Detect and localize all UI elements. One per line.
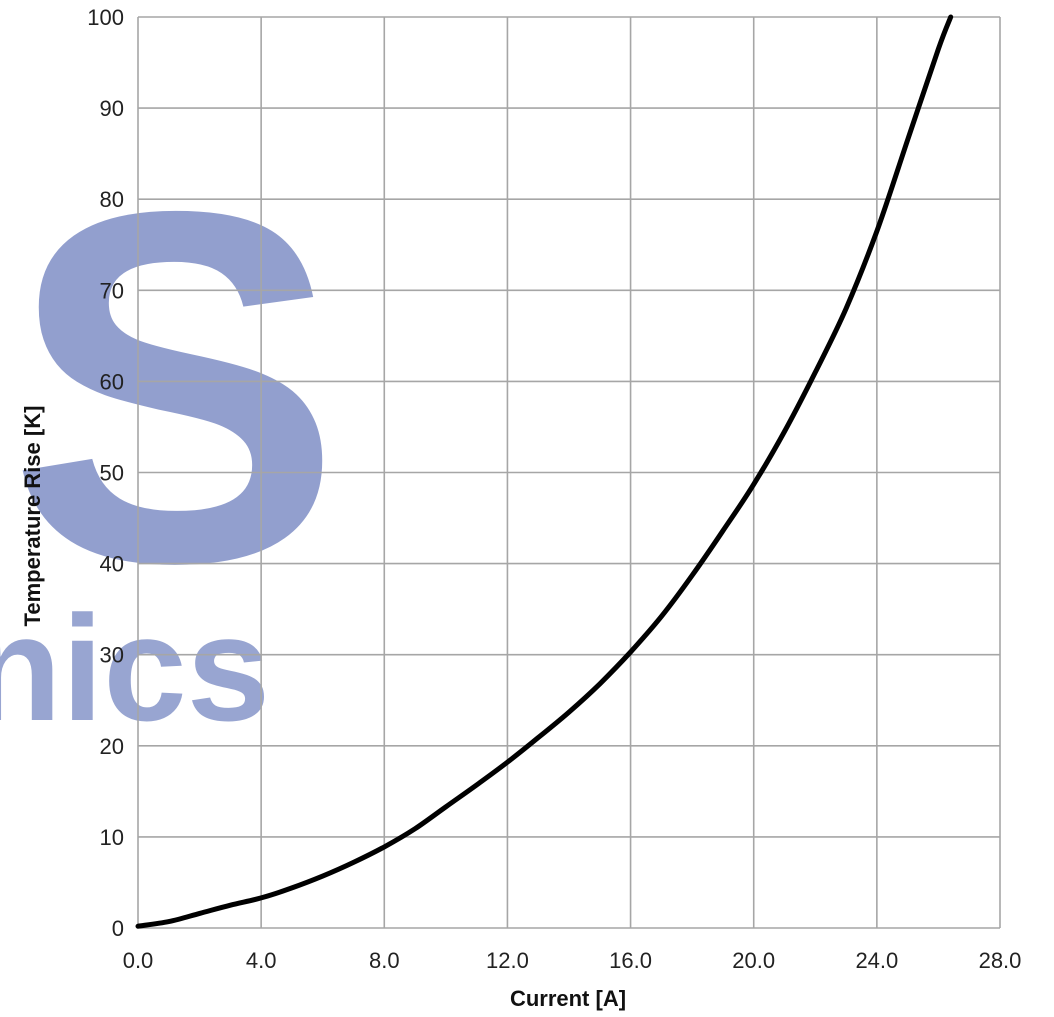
y-axis-ticks: 0 10 20 30 40 50 60 70 80 90 100 [87, 5, 124, 941]
x-axis-ticks: 0.0 4.0 8.0 12.0 16.0 20.0 24.0 28.0 [123, 948, 1022, 973]
x-tick-label: 0.0 [123, 948, 154, 973]
y-tick-label: 60 [100, 369, 124, 394]
x-tick-label: 28.0 [979, 948, 1022, 973]
series-line [135, 14, 954, 929]
x-tick-label: 20.0 [732, 948, 775, 973]
x-tick-label: 8.0 [369, 948, 400, 973]
y-tick-label: 0 [112, 916, 124, 941]
y-axis-title: Temperature Rise [K] [20, 406, 45, 627]
y-tick-label: 80 [100, 187, 124, 212]
y-tick-label: 20 [100, 734, 124, 759]
y-tick-label: 100 [87, 5, 124, 30]
watermark-letter: S [8, 107, 342, 666]
watermark-word: nics [0, 584, 270, 752]
x-tick-label: 4.0 [246, 948, 277, 973]
y-tick-label: 40 [100, 552, 124, 577]
watermark: S nics [0, 107, 342, 752]
x-tick-label: 24.0 [855, 948, 898, 973]
y-tick-label: 50 [100, 461, 124, 486]
series-layer [135, 14, 954, 929]
y-tick-label: 10 [100, 825, 124, 850]
y-tick-label: 70 [100, 278, 124, 303]
x-axis-title: Current [A] [510, 986, 626, 1011]
y-tick-label: 90 [100, 96, 124, 121]
y-tick-label: 30 [100, 643, 124, 668]
x-tick-label: 16.0 [609, 948, 652, 973]
x-tick-label: 12.0 [486, 948, 529, 973]
